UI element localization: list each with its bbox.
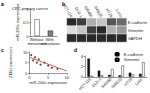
svg-text:5: 5 (47, 75, 50, 80)
svg-text:CRC primary cancer: CRC primary cancer (12, 6, 49, 11)
svg-text:0.5: 0.5 (23, 20, 29, 25)
svg-text:c: c (1, 47, 4, 53)
svg-text:DLD-1: DLD-1 (90, 76, 103, 89)
svg-text:E-cadherin: E-cadherin (124, 52, 143, 57)
svg-text:metastasis: metastasis (41, 41, 60, 46)
svg-text:SW480: SW480 (99, 76, 113, 90)
svg-text:4: 4 (81, 54, 84, 59)
svg-text:Vimentin: Vimentin (124, 57, 140, 62)
svg-text:0: 0 (81, 74, 84, 79)
svg-text:Without: Without (29, 37, 45, 42)
svg-text:miR-200c expression: miR-200c expression (14, 3, 20, 42)
svg-text:SW620: SW620 (93, 5, 104, 19)
svg-text:HT29: HT29 (123, 76, 134, 87)
svg-text:10: 10 (23, 50, 28, 55)
svg-text:HCT-116: HCT-116 (77, 76, 92, 91)
svg-text:HT29: HT29 (105, 8, 115, 20)
svg-text:0: 0 (25, 70, 28, 76)
svg-text:2: 2 (81, 64, 84, 69)
svg-text:SW480: SW480 (83, 5, 94, 19)
svg-text:0: 0 (28, 75, 31, 80)
svg-text:SW620: SW620 (110, 76, 123, 89)
svg-text:miR-200c expression: miR-200c expression (29, 80, 67, 85)
svg-text:5: 5 (25, 60, 28, 65)
svg-text:LoVo: LoVo (134, 76, 145, 87)
svg-text:ZEB1 expression: ZEB1 expression (8, 47, 13, 77)
svg-text:Vimentin: Vimentin (128, 28, 144, 33)
svg-text:metastasis: metastasis (27, 41, 47, 46)
svg-text:10: 10 (65, 75, 70, 80)
svg-text:d: d (74, 47, 77, 53)
svg-text:DLD-1: DLD-1 (74, 6, 84, 19)
svg-text:GAPDH: GAPDH (128, 36, 142, 41)
svg-text:0: 0 (26, 33, 29, 39)
svg-text:With: With (45, 37, 55, 42)
svg-text:a: a (1, 1, 4, 7)
svg-text:E-cadherin: E-cadherin (128, 20, 147, 25)
svg-text:LoVo: LoVo (115, 8, 124, 19)
svg-text:HCT-116: HCT-116 (62, 2, 75, 19)
